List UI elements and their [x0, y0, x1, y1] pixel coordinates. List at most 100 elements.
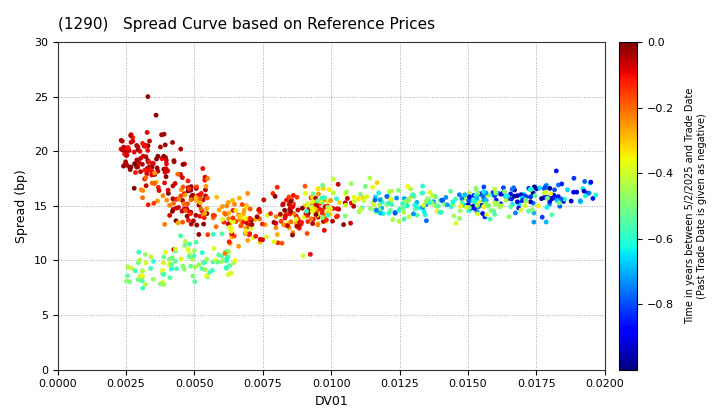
- Point: [186, 221, 197, 228]
- Point: [147, 168, 158, 175]
- Point: [499, 188, 510, 195]
- Point: [381, 201, 392, 207]
- Point: [233, 212, 245, 218]
- Point: [270, 224, 282, 231]
- Point: [310, 203, 322, 210]
- Point: [580, 193, 591, 199]
- Point: [249, 216, 261, 223]
- Point: [519, 193, 531, 199]
- Point: [176, 256, 187, 262]
- Point: [588, 195, 599, 202]
- Point: [193, 202, 204, 208]
- Point: [201, 273, 212, 279]
- Point: [529, 192, 541, 199]
- Point: [131, 142, 143, 149]
- Point: [246, 225, 257, 232]
- Point: [184, 241, 195, 247]
- Point: [177, 184, 189, 190]
- Point: [489, 186, 500, 193]
- Point: [204, 269, 215, 276]
- Point: [120, 147, 132, 154]
- Point: [134, 148, 145, 155]
- Point: [271, 184, 283, 191]
- Point: [482, 192, 493, 199]
- Point: [414, 205, 426, 211]
- Point: [408, 192, 419, 198]
- Point: [419, 201, 431, 208]
- Point: [170, 258, 181, 265]
- Point: [144, 138, 156, 144]
- Point: [275, 212, 287, 219]
- Point: [256, 221, 268, 228]
- Point: [303, 206, 315, 213]
- Point: [536, 195, 547, 202]
- Point: [201, 256, 212, 262]
- Point: [229, 201, 240, 207]
- Point: [140, 174, 152, 181]
- Point: [242, 237, 253, 244]
- Point: [200, 183, 212, 189]
- Point: [167, 206, 179, 213]
- Point: [300, 190, 311, 197]
- Point: [290, 216, 302, 223]
- Point: [170, 218, 181, 224]
- Point: [270, 220, 282, 226]
- Point: [321, 209, 333, 216]
- Point: [151, 165, 163, 171]
- Point: [476, 190, 487, 197]
- Point: [481, 211, 492, 218]
- Point: [342, 195, 354, 202]
- Point: [292, 194, 303, 201]
- Point: [184, 251, 196, 258]
- Point: [545, 190, 557, 197]
- Point: [157, 270, 168, 277]
- Point: [552, 193, 564, 200]
- Point: [478, 184, 490, 190]
- Point: [159, 179, 171, 186]
- Point: [148, 276, 159, 283]
- Point: [518, 192, 529, 198]
- Point: [238, 207, 250, 214]
- Point: [463, 197, 474, 204]
- Point: [178, 200, 189, 207]
- Point: [552, 182, 564, 189]
- Point: [457, 196, 469, 202]
- Point: [426, 193, 438, 199]
- Point: [164, 262, 176, 269]
- Point: [449, 213, 460, 219]
- Point: [179, 160, 190, 167]
- Point: [397, 200, 408, 207]
- Point: [138, 143, 150, 150]
- Point: [546, 191, 557, 198]
- Point: [156, 155, 168, 162]
- Point: [283, 194, 294, 200]
- Point: [305, 251, 316, 258]
- Point: [220, 249, 231, 255]
- Point: [137, 268, 148, 274]
- Point: [309, 200, 320, 206]
- Point: [199, 259, 210, 265]
- Point: [154, 281, 166, 287]
- Point: [175, 146, 186, 152]
- Point: [500, 197, 512, 204]
- Point: [233, 212, 244, 219]
- Point: [261, 234, 272, 240]
- Point: [132, 260, 144, 266]
- Point: [470, 192, 482, 199]
- Point: [524, 186, 536, 193]
- Point: [194, 195, 206, 202]
- Point: [131, 157, 143, 163]
- Point: [390, 209, 401, 216]
- Point: [188, 252, 199, 259]
- Point: [150, 112, 162, 118]
- Point: [513, 201, 525, 208]
- Point: [177, 197, 189, 204]
- Point: [375, 196, 387, 203]
- Point: [528, 200, 539, 207]
- Point: [502, 193, 513, 200]
- Point: [398, 209, 410, 216]
- Point: [171, 265, 182, 272]
- Point: [207, 212, 219, 219]
- Point: [463, 207, 474, 214]
- Point: [419, 212, 431, 218]
